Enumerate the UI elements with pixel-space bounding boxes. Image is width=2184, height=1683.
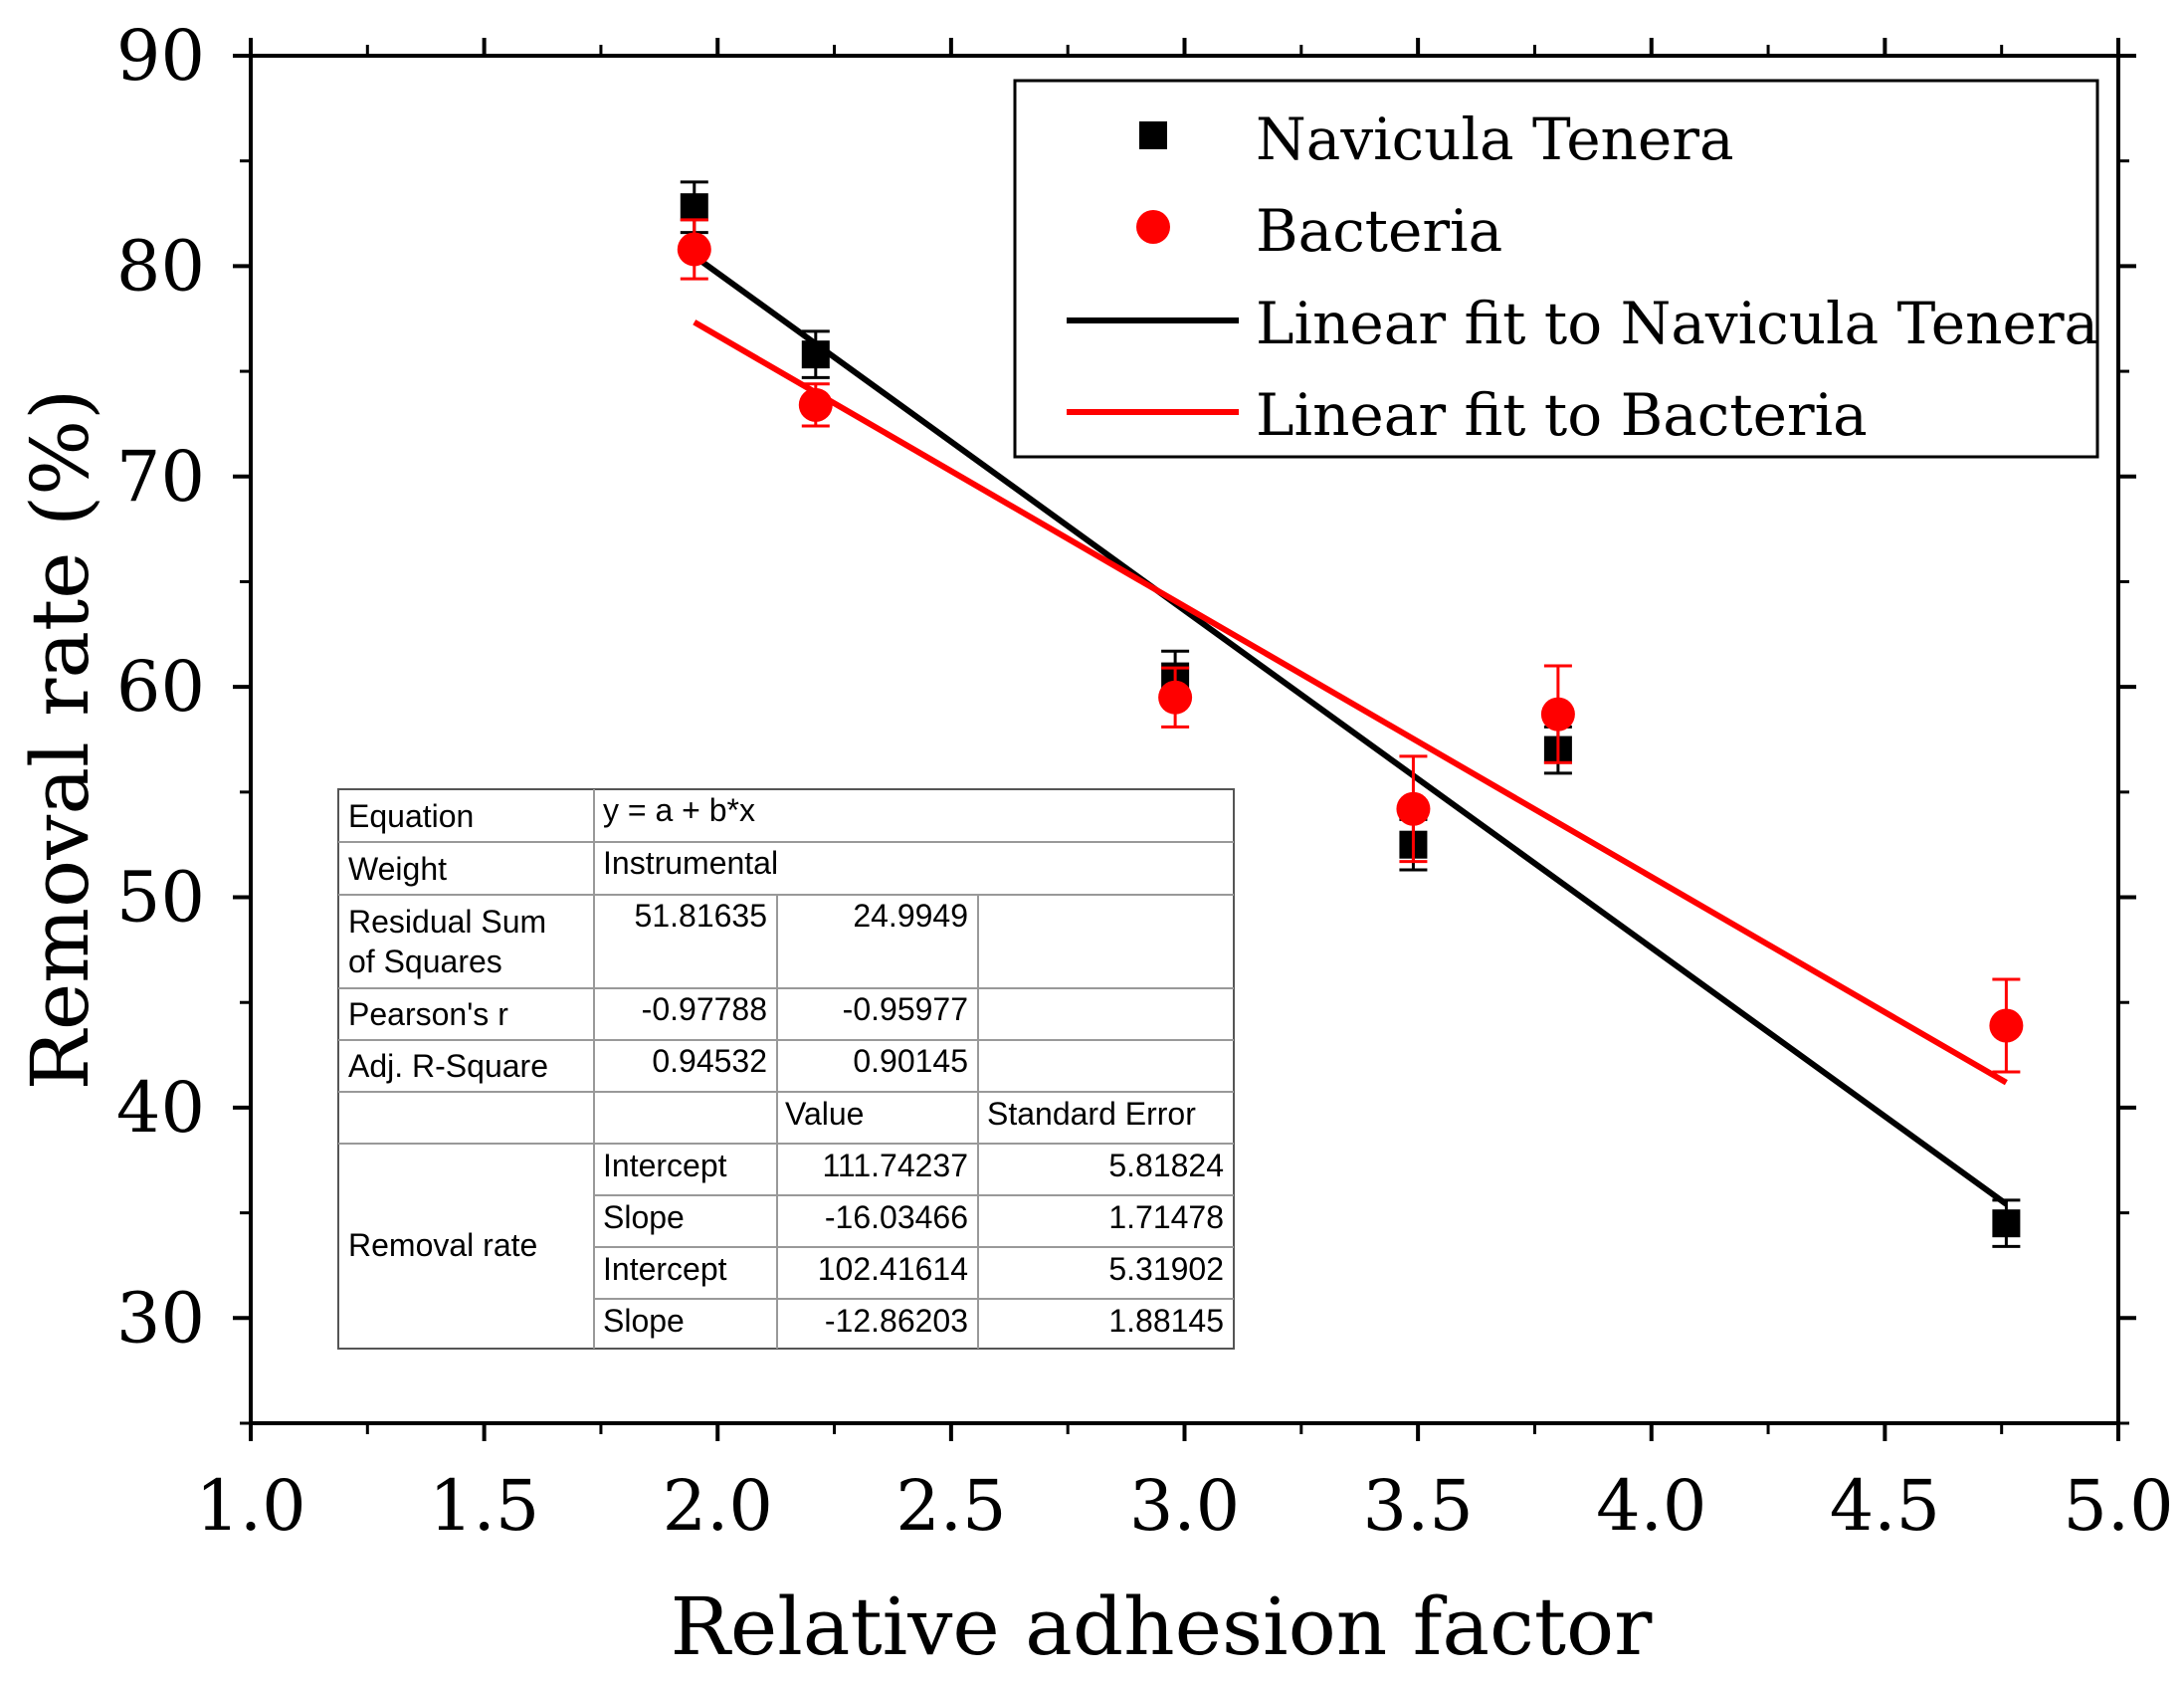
table-param-value: 111.74237 xyxy=(822,1148,968,1183)
x-tick-label: 2.5 xyxy=(895,1465,1006,1547)
table-rss-label-2: of Squares xyxy=(348,944,502,979)
table-param-value: 102.41614 xyxy=(818,1251,968,1287)
table-param-stderr: 1.71478 xyxy=(1108,1199,1224,1235)
table-param-name: Intercept xyxy=(603,1251,727,1287)
table-param-value: -12.86203 xyxy=(825,1303,968,1339)
x-tick-label: 2.0 xyxy=(663,1465,773,1547)
y-tick-label: 50 xyxy=(116,857,205,939)
table-param-name: Slope xyxy=(603,1303,685,1339)
legend: Navicula Tenera Bacteria Linear fit to N… xyxy=(1013,79,2099,459)
table-rss-value-2: 24.9949 xyxy=(853,898,968,934)
y-tick-label: 30 xyxy=(116,1277,205,1359)
table-group-label: Removal rate xyxy=(348,1227,537,1263)
data-point-circle xyxy=(798,387,833,422)
table-stderr-header: Standard Error xyxy=(987,1096,1196,1132)
table-equation-value: y = a + b*x xyxy=(603,792,755,828)
table-equation-label: Equation xyxy=(348,798,474,834)
x-tick-label: 5.0 xyxy=(2063,1465,2173,1547)
data-point-circle xyxy=(1989,1008,2024,1043)
table-weight-label: Weight xyxy=(348,851,447,887)
legend-box xyxy=(1013,79,2099,459)
data-point-circle xyxy=(1158,680,1193,715)
fit-table: Equation y = a + b*x Weight Instrumental… xyxy=(337,788,1235,1350)
data-point-square xyxy=(680,193,708,222)
y-tick-label: 70 xyxy=(116,436,205,518)
table-param-value: -16.03466 xyxy=(825,1199,968,1235)
legend-marker-bacteria xyxy=(1136,210,1170,244)
x-axis-title: Relative adhesion factor xyxy=(671,1580,1654,1673)
y-tick-label: 40 xyxy=(116,1067,205,1149)
legend-label-bacteria: Bacteria xyxy=(1256,197,1502,265)
legend-marker-navicula xyxy=(1139,121,1167,149)
table-pearson-value-1: -0.97788 xyxy=(642,991,767,1027)
y-axis-title: Removal rate (%) xyxy=(14,389,106,1091)
table-pearson-value-2: -0.95977 xyxy=(843,991,968,1027)
fit-line xyxy=(693,253,2009,1207)
data-point-circle xyxy=(677,232,711,267)
y-tick-label: 80 xyxy=(116,225,205,307)
table-rss-value-1: 51.81635 xyxy=(635,898,767,934)
table-value-header: Value xyxy=(785,1096,864,1132)
table-adjr-label: Adj. R-Square xyxy=(348,1048,548,1084)
fit-table-box xyxy=(337,788,1235,1350)
data-point-square xyxy=(1992,1209,2021,1238)
table-param-stderr: 5.81824 xyxy=(1108,1148,1224,1183)
table-param-name: Intercept xyxy=(603,1148,727,1183)
table-adjr-value-1: 0.94532 xyxy=(652,1043,767,1079)
table-weight-value: Instrumental xyxy=(603,845,778,881)
table-param-name: Slope xyxy=(603,1199,685,1235)
data-point-circle xyxy=(1540,697,1575,732)
data-point-square xyxy=(801,340,830,369)
table-param-stderr: 1.88145 xyxy=(1108,1303,1224,1339)
x-tick-label: 4.5 xyxy=(1830,1465,1940,1547)
table-rss-label: Residual Sum xyxy=(348,904,546,940)
table-pearson-label: Pearson's r xyxy=(348,996,508,1032)
fit-line xyxy=(693,319,2008,1086)
x-tick-label: 4.0 xyxy=(1596,1465,1706,1547)
data-point-circle xyxy=(1396,791,1431,826)
x-tick-label: 1.0 xyxy=(195,1465,305,1547)
legend-label-bacteria-fit: Linear fit to Bacteria xyxy=(1256,381,1868,449)
x-tick-label: 3.5 xyxy=(1362,1465,1473,1547)
y-tick-label: 60 xyxy=(116,646,205,728)
y-tick-label: 90 xyxy=(116,15,205,97)
table-param-stderr: 5.31902 xyxy=(1108,1251,1224,1287)
table-adjr-value-2: 0.90145 xyxy=(853,1043,968,1079)
x-tick-label: 3.0 xyxy=(1129,1465,1240,1547)
legend-label-navicula-fit: Linear fit to Navicula Tenera xyxy=(1256,290,2098,357)
legend-label-navicula: Navicula Tenera xyxy=(1256,105,1734,173)
x-tick-label: 1.5 xyxy=(429,1465,539,1547)
